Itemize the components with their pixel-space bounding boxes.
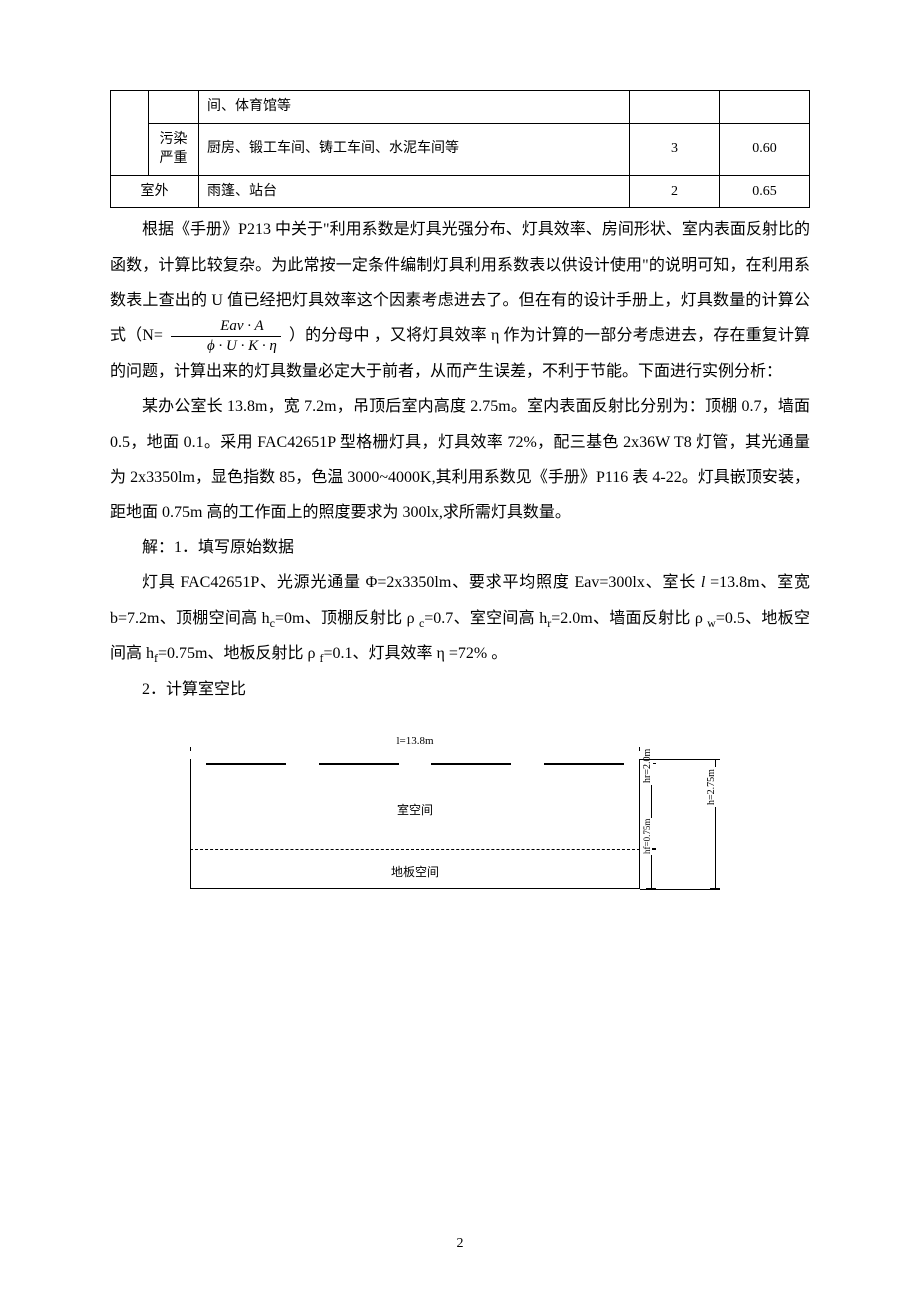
cell-num <box>630 91 720 124</box>
cell-desc: 雨篷、站台 <box>199 175 630 208</box>
paragraph-4: 灯具 FAC42651P、光源光通量 Φ=2x3350lm、要求平均照度 Eav… <box>110 565 810 671</box>
cell-desc: 厨房、锻工车间、铸工车间、水泥车间等 <box>199 123 630 175</box>
ext-line-bottom <box>640 889 720 890</box>
paragraph-5: 2．计算室空比 <box>110 672 810 707</box>
dim-length-label: l=13.8m <box>190 735 640 747</box>
p4-d: =0.7、室空间高 h <box>424 610 547 627</box>
room-diagram: l=13.8m 室空间 地板空间 hr=2.0m hf=0.75m h=2.75… <box>190 737 730 902</box>
ext-line-top <box>640 759 720 760</box>
p4-g: =0.75m、地板反射比 ρ <box>158 645 319 662</box>
work-plane-line <box>190 849 640 850</box>
table-row: 室外 雨篷、站台 2 0.65 <box>111 175 810 208</box>
paragraph-3: 解：1．填写原始数据 <box>110 530 810 565</box>
lamp-icon <box>544 763 624 767</box>
table-row: 间、体育馆等 <box>111 91 810 124</box>
formula-fraction: Eav · A ϕ · U · K · η <box>171 318 281 354</box>
cell-val: 0.60 <box>720 123 810 175</box>
fraction-denominator: ϕ · U · K · η <box>171 337 281 355</box>
label-floor-space: 地板空间 <box>190 863 640 880</box>
page-number: 2 <box>0 1236 920 1252</box>
cell-num: 3 <box>630 123 720 175</box>
lamps-row <box>190 763 640 767</box>
cell-category-merged <box>111 91 149 176</box>
lamp-icon <box>431 763 511 767</box>
sub-rhow: w <box>707 616 716 630</box>
p4-a: 灯具 FAC42651P、光源光通量 Φ=2x3350lm、要求平均照度 Eav… <box>142 574 701 591</box>
document-page: 间、体育馆等 污染严重 厨房、锻工车间、铸工车间、水泥车间等 3 0.60 室外… <box>0 0 920 1302</box>
lamp-icon <box>319 763 399 767</box>
lamp-icon <box>206 763 286 767</box>
table-row: 污染严重 厨房、锻工车间、铸工车间、水泥车间等 3 0.60 <box>111 123 810 175</box>
body-text: 根据《手册》P213 中关于"利用系数是灯具光强分布、灯具效率、房间形状、室内表… <box>110 212 810 707</box>
dim-hf-label: hf=0.75m <box>642 818 652 855</box>
fraction-numerator: Eav · A <box>171 318 281 337</box>
cell-subcat <box>149 91 199 124</box>
p4-e: =2.0m、墙面反射比 ρ <box>551 610 707 627</box>
cell-val <box>720 91 810 124</box>
dim-length-text: l=13.8m <box>392 735 437 747</box>
paragraph-1: 根据《手册》P213 中关于"利用系数是灯具光强分布、灯具效率、房间形状、室内表… <box>110 212 810 389</box>
cell-outdoor: 室外 <box>111 175 199 208</box>
cell-desc: 间、体育馆等 <box>199 91 630 124</box>
dim-hr-label: hr=2.0m <box>642 747 653 785</box>
p4-c: =0m、顶棚反射比 ρ <box>275 610 419 627</box>
p4-h: =0.1、灯具效率 η =72% 。 <box>323 645 507 662</box>
paragraph-2: 某办公室长 13.8m，宽 7.2m，吊顶后室内高度 2.75m。室内表面反射比… <box>110 389 810 530</box>
dim-h-label: h=2.75m <box>706 767 717 807</box>
label-room-space: 室空间 <box>190 801 640 818</box>
room-diagram-wrap: l=13.8m 室空间 地板空间 hr=2.0m hf=0.75m h=2.75… <box>110 737 810 902</box>
coefficient-table: 间、体育馆等 污染严重 厨房、锻工车间、铸工车间、水泥车间等 3 0.60 室外… <box>110 90 810 208</box>
cell-subcat: 污染严重 <box>149 123 199 175</box>
cell-num: 2 <box>630 175 720 208</box>
cell-val: 0.65 <box>720 175 810 208</box>
